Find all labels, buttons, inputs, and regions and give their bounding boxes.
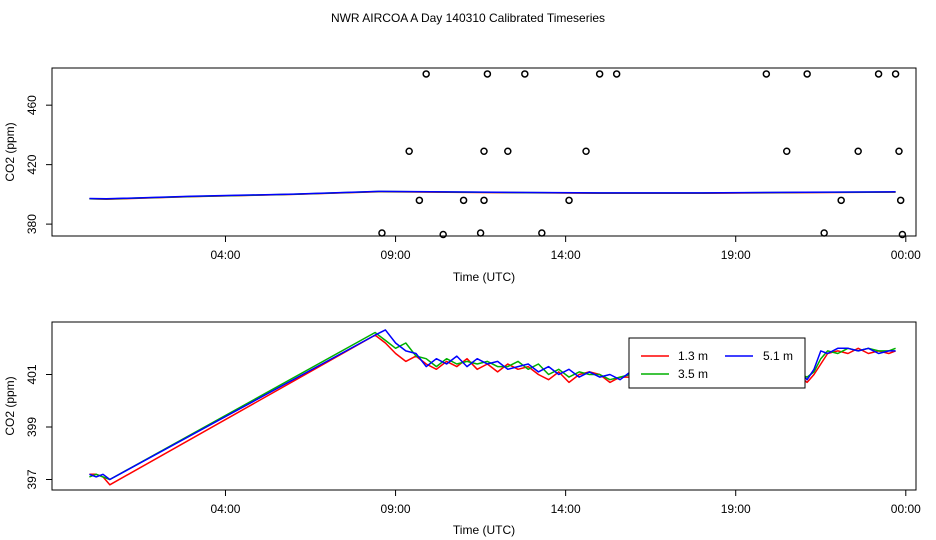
x-tick-label: 19:00 — [721, 502, 751, 516]
chart-title: NWR AIRCOA A Day 140310 Calibrated Times… — [331, 11, 605, 25]
x-tick-label: 14:00 — [551, 248, 581, 262]
legend-label-3-5-m: 3.5 m — [678, 367, 708, 381]
data-point — [837, 196, 845, 205]
data-point — [480, 196, 488, 205]
data-point — [378, 229, 386, 237]
series-line-1-3-m — [89, 334, 896, 486]
data-point — [896, 196, 905, 205]
x-tick-label: 09:00 — [381, 502, 411, 516]
data-point — [854, 147, 862, 156]
x-tick-label: 04:00 — [210, 248, 240, 262]
legend-box — [628, 337, 806, 389]
series-layer — [89, 190, 896, 201]
data-point — [538, 229, 546, 237]
series-line-5-1-m — [89, 329, 896, 481]
y-tick-label: 399 — [25, 417, 39, 437]
legend: 1.3 m 5.1 m 3.5 m — [628, 337, 806, 389]
data-point — [565, 196, 573, 205]
y-tick-label: 401 — [25, 364, 39, 384]
x-axis-title: Time (UTC) — [453, 270, 515, 284]
series-line-3-5-m — [89, 331, 896, 481]
x-axis-title: Time (UTC) — [453, 523, 515, 537]
data-point — [898, 230, 907, 239]
y-axis: 380 420 460 — [25, 95, 52, 234]
bottom-panel: 04:00 09:00 14:00 19:00 00:00 397 399 401 Time… — [3, 321, 921, 537]
x-axis: 04:00 09:00 14:00 19:00 00:00 — [210, 490, 921, 516]
y-tick-label: 380 — [25, 214, 39, 234]
x-tick-label: 00:00 — [891, 502, 921, 516]
data-point — [874, 70, 883, 78]
points-layer — [378, 70, 907, 239]
data-point — [415, 196, 424, 205]
plot-frame — [51, 321, 917, 491]
data-point — [803, 70, 811, 78]
data-point — [504, 147, 512, 156]
y-tick-label: 460 — [25, 95, 39, 115]
legend-label-1-3-m: 1.3 m — [678, 349, 708, 363]
data-point — [762, 70, 771, 78]
data-point — [483, 70, 492, 78]
x-tick-label: 00:00 — [891, 248, 921, 262]
plot-frame — [51, 67, 917, 237]
data-point — [595, 70, 604, 78]
data-point — [422, 70, 430, 78]
data-point — [405, 147, 413, 156]
data-point — [782, 147, 791, 156]
data-point — [480, 147, 488, 156]
y-axis-title: CO2 (ppm) — [3, 376, 17, 435]
series-layer — [89, 329, 896, 486]
data-point — [612, 70, 621, 78]
x-tick-label: 19:00 — [721, 248, 751, 262]
series-line-s3 — [89, 190, 896, 200]
data-point — [820, 229, 828, 237]
data-point — [521, 70, 529, 78]
data-point — [476, 229, 485, 237]
y-tick-label: 420 — [25, 154, 39, 174]
data-point — [439, 230, 447, 239]
x-tick-label: 04:00 — [210, 502, 240, 516]
y-axis-title: CO2 (ppm) — [3, 122, 17, 181]
data-point — [582, 147, 590, 156]
y-tick-label: 397 — [25, 469, 39, 489]
x-axis: 04:00 09:00 14:00 19:00 00:00 — [210, 236, 921, 262]
data-point — [459, 196, 468, 205]
x-tick-label: 09:00 — [381, 248, 411, 262]
top-panel: 04:00 09:00 14:00 19:00 00:00 380 420 460 Time… — [3, 67, 921, 284]
x-tick-label: 14:00 — [551, 502, 581, 516]
data-point — [891, 70, 900, 78]
y-axis: 397 399 401 — [25, 364, 52, 490]
data-point — [895, 147, 903, 156]
legend-label-5-1-m: 5.1 m — [763, 349, 793, 363]
